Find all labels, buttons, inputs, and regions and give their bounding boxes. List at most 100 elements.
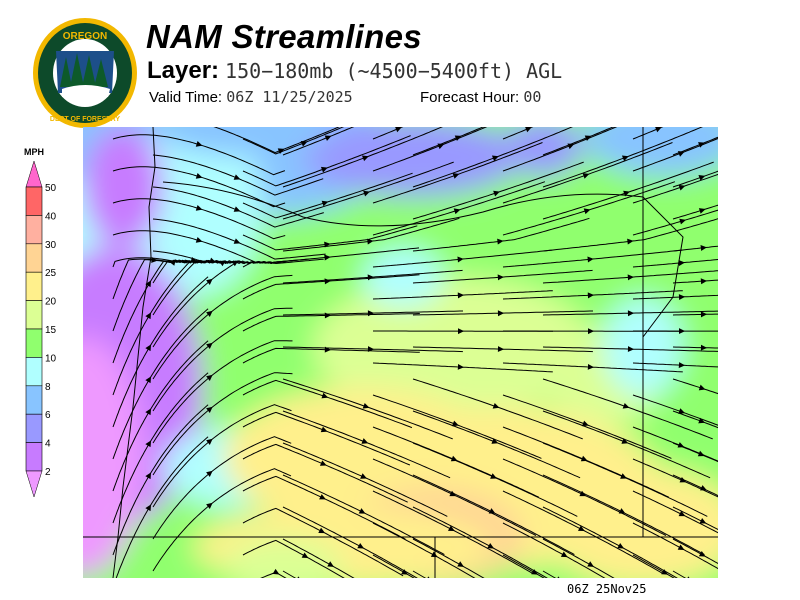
streamline-arrow [206, 278, 213, 285]
streamline-arrow [318, 527, 326, 534]
layer-label: Layer: [147, 57, 220, 84]
streamline-arrow [497, 274, 504, 281]
streamline-arrow [587, 256, 594, 263]
forecast-hour-value: 00 [523, 88, 542, 106]
wind-region [303, 127, 523, 197]
streamline-arrow [587, 292, 595, 299]
streamline-arrow [627, 274, 634, 281]
streamline-arrow [453, 208, 461, 215]
streamline-arrow [195, 140, 203, 147]
streamline-arrow [324, 278, 331, 285]
streamline-arrow [324, 346, 331, 353]
streamline-arrow [677, 544, 685, 550]
legend-swatch [25, 385, 43, 415]
streamline-arrow [324, 135, 332, 141]
streamline-map [83, 127, 718, 578]
streamline-arrow [401, 569, 409, 575]
streamline-arrow [698, 384, 706, 391]
streamline-arrow [452, 420, 459, 427]
streamline-arrow [457, 256, 464, 263]
streamline-arrow [195, 204, 203, 211]
streamline-arrow [367, 346, 375, 352]
streamline-arrow [560, 551, 568, 558]
streamline-arrow [145, 280, 152, 288]
wind-region [363, 247, 443, 307]
legend-label: 10 [45, 353, 57, 364]
streamline-arrow [621, 438, 629, 444]
streamline-arrow [321, 200, 329, 207]
streamline-arrow [145, 408, 152, 416]
streamline [282, 570, 297, 578]
streamline-arrow [582, 420, 589, 427]
legend-swatch [25, 300, 43, 330]
streamline-arrow [145, 312, 152, 320]
legend-unit: MPH [24, 147, 44, 157]
legend-label: 40 [45, 211, 57, 222]
streamline-arrow [531, 569, 539, 575]
streamline-arrow [319, 460, 327, 466]
streamline-arrow [151, 257, 158, 263]
streamline-arrow [497, 238, 504, 245]
streamline-arrow [497, 310, 505, 317]
streamline-arrow [678, 408, 686, 414]
streamline-arrow [699, 518, 707, 524]
streamline-arrow [360, 473, 367, 479]
streamline-arrow [319, 494, 326, 500]
streamline-arrow [678, 260, 685, 267]
wind-region [313, 277, 593, 417]
legend-label: 4 [45, 439, 51, 450]
streamline-arrow [678, 362, 686, 369]
legend-swatch [25, 186, 43, 216]
streamline-arrow [324, 241, 331, 248]
streamline-arrow [620, 473, 627, 479]
streamline-arrow [327, 561, 334, 567]
streamline-arrow [627, 310, 635, 317]
streamline-arrow [700, 245, 707, 251]
oregon-department-of-forestry-logo: OREGON DEPT OF FORESTRY [33, 18, 137, 128]
streamline-arrow [361, 155, 369, 162]
streamline-arrow [206, 310, 213, 317]
streamline-arrow [427, 576, 430, 578]
streamline-arrow [145, 472, 152, 480]
streamline-arrow [487, 542, 495, 549]
streamline-arrow [623, 190, 630, 197]
streamline [542, 570, 557, 578]
streamline-arrow [497, 346, 505, 352]
legend-swatch [25, 328, 43, 358]
streamline-arrow [700, 278, 708, 285]
streamline-arrow [491, 438, 499, 444]
streamline-arrow [627, 346, 635, 352]
streamline-arrow [145, 440, 152, 448]
streamline-arrow [367, 238, 374, 245]
streamline-arrow [493, 190, 500, 197]
streamline-arrow [627, 238, 634, 245]
svg-text:OREGON: OREGON [63, 31, 107, 42]
streamline-arrow [195, 236, 203, 243]
legend-label: 20 [45, 297, 57, 308]
streamline-arrow [320, 426, 328, 433]
streamline-arrow [233, 238, 241, 244]
layer-info: Layer: 150−180mb (~4500−5400ft) AGL [147, 57, 562, 85]
streamline-arrow [700, 344, 708, 351]
legend-label: 8 [45, 382, 51, 393]
streamline-arrow [698, 417, 706, 424]
streamline-arrow [490, 473, 497, 479]
streamline-arrow [206, 342, 213, 349]
legend-label: 15 [45, 325, 57, 336]
streamline-arrow [301, 552, 309, 559]
streamline-arrow [698, 175, 706, 181]
streamline-arrow [617, 542, 625, 549]
streamline-arrow [525, 127, 532, 133]
streamline [672, 570, 687, 578]
streamline-arrow [206, 502, 213, 509]
legend-label: 25 [45, 268, 57, 279]
streamline-arrow [488, 508, 496, 514]
streamline-arrow [145, 504, 152, 512]
streamline-arrow [324, 254, 331, 261]
streamline-arrow [621, 155, 629, 162]
streamline-arrow [679, 328, 686, 334]
legend-top-arrow [25, 160, 43, 188]
streamline-arrow [195, 172, 203, 179]
legend-label: 30 [45, 240, 57, 251]
legend-swatch [25, 413, 43, 443]
